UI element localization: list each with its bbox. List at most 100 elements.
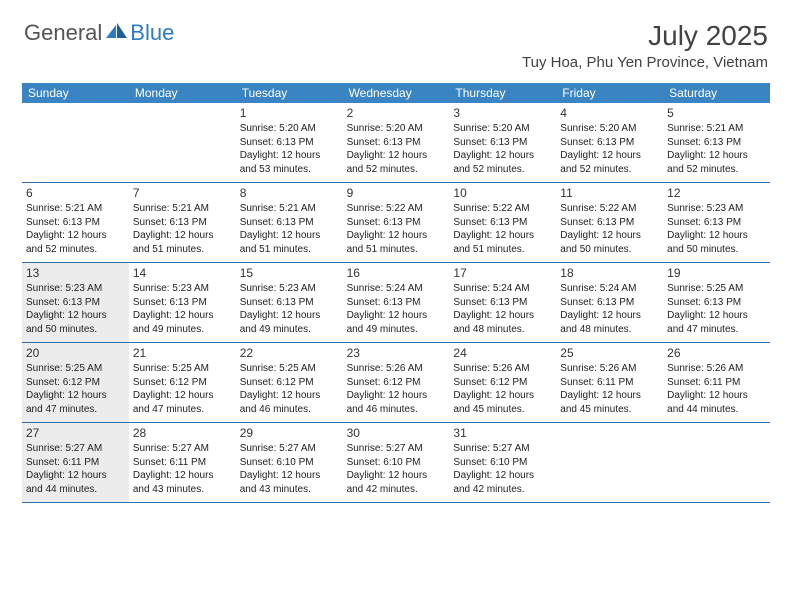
calendar-cell: 28Sunrise: 5:27 AMSunset: 6:11 PMDayligh… [129, 423, 236, 502]
day-number: 27 [26, 426, 125, 440]
cell-text-line: and 52 minutes. [347, 163, 446, 177]
day-number: 29 [240, 426, 339, 440]
cell-text-line: Daylight: 12 hours [26, 309, 125, 323]
cell-text-line: Sunrise: 5:20 AM [347, 122, 446, 136]
day-header: Friday [556, 83, 663, 103]
cell-text-line: and 48 minutes. [560, 323, 659, 337]
cell-text-line: Sunset: 6:12 PM [347, 376, 446, 390]
cell-text-line: Sunrise: 5:21 AM [667, 122, 766, 136]
cell-text-line: Sunrise: 5:21 AM [240, 202, 339, 216]
calendar-cell [663, 423, 770, 502]
day-number: 15 [240, 266, 339, 280]
day-number: 17 [453, 266, 552, 280]
cell-text-line: Sunrise: 5:26 AM [453, 362, 552, 376]
cell-text-line: Sunset: 6:10 PM [453, 456, 552, 470]
day-number: 5 [667, 106, 766, 120]
day-header: Thursday [449, 83, 556, 103]
cell-text-line: Daylight: 12 hours [560, 229, 659, 243]
cell-text-line: and 49 minutes. [133, 323, 232, 337]
cell-text-line: Daylight: 12 hours [560, 309, 659, 323]
cell-text-line: Daylight: 12 hours [240, 309, 339, 323]
calendar-cell: 4Sunrise: 5:20 AMSunset: 6:13 PMDaylight… [556, 103, 663, 182]
day-header: Saturday [663, 83, 770, 103]
day-number: 4 [560, 106, 659, 120]
cell-text-line: and 43 minutes. [240, 483, 339, 497]
cell-text-line: Sunrise: 5:25 AM [26, 362, 125, 376]
cell-text-line: and 46 minutes. [240, 403, 339, 417]
cell-text-line: Daylight: 12 hours [453, 309, 552, 323]
week-row: 1Sunrise: 5:20 AMSunset: 6:13 PMDaylight… [22, 103, 770, 183]
cell-text-line: Daylight: 12 hours [347, 469, 446, 483]
cell-text-line: Daylight: 12 hours [560, 149, 659, 163]
cell-text-line: and 42 minutes. [347, 483, 446, 497]
cell-text-line: and 50 minutes. [560, 243, 659, 257]
cell-text-line: and 44 minutes. [26, 483, 125, 497]
cell-text-line: Daylight: 12 hours [133, 389, 232, 403]
calendar-cell: 23Sunrise: 5:26 AMSunset: 6:12 PMDayligh… [343, 343, 450, 422]
calendar-cell: 16Sunrise: 5:24 AMSunset: 6:13 PMDayligh… [343, 263, 450, 342]
cell-text-line: Sunrise: 5:25 AM [133, 362, 232, 376]
cell-text-line: Sunset: 6:10 PM [347, 456, 446, 470]
cell-text-line: Sunset: 6:13 PM [133, 216, 232, 230]
cell-text-line: and 50 minutes. [26, 323, 125, 337]
cell-text-line: Sunset: 6:13 PM [560, 216, 659, 230]
cell-text-line: and 47 minutes. [26, 403, 125, 417]
cell-text-line: Sunset: 6:13 PM [26, 296, 125, 310]
cell-text-line: Sunset: 6:13 PM [240, 296, 339, 310]
day-number: 16 [347, 266, 446, 280]
cell-text-line: Sunrise: 5:20 AM [453, 122, 552, 136]
cell-text-line: and 51 minutes. [240, 243, 339, 257]
day-header: Monday [129, 83, 236, 103]
cell-text-line: Sunset: 6:13 PM [453, 216, 552, 230]
calendar-cell: 24Sunrise: 5:26 AMSunset: 6:12 PMDayligh… [449, 343, 556, 422]
cell-text-line: and 47 minutes. [133, 403, 232, 417]
cell-text-line: Daylight: 12 hours [240, 389, 339, 403]
cell-text-line: and 52 minutes. [453, 163, 552, 177]
cell-text-line: Sunset: 6:11 PM [26, 456, 125, 470]
cell-text-line: Sunrise: 5:24 AM [453, 282, 552, 296]
calendar-cell [129, 103, 236, 182]
day-number: 2 [347, 106, 446, 120]
cell-text-line: and 51 minutes. [453, 243, 552, 257]
cell-text-line: Sunrise: 5:21 AM [26, 202, 125, 216]
calendar-cell: 5Sunrise: 5:21 AMSunset: 6:13 PMDaylight… [663, 103, 770, 182]
cell-text-line: Sunrise: 5:25 AM [240, 362, 339, 376]
day-number: 19 [667, 266, 766, 280]
calendar-cell: 8Sunrise: 5:21 AMSunset: 6:13 PMDaylight… [236, 183, 343, 262]
cell-text-line: and 48 minutes. [453, 323, 552, 337]
cell-text-line: Sunrise: 5:23 AM [26, 282, 125, 296]
cell-text-line: Sunset: 6:13 PM [560, 296, 659, 310]
cell-text-line: Sunset: 6:13 PM [347, 216, 446, 230]
day-number: 26 [667, 346, 766, 360]
calendar-cell: 3Sunrise: 5:20 AMSunset: 6:13 PMDaylight… [449, 103, 556, 182]
cell-text-line: Sunrise: 5:23 AM [240, 282, 339, 296]
cell-text-line: Sunset: 6:13 PM [347, 136, 446, 150]
cell-text-line: Sunset: 6:13 PM [667, 136, 766, 150]
cell-text-line: and 52 minutes. [667, 163, 766, 177]
cell-text-line: Sunset: 6:13 PM [667, 216, 766, 230]
cell-text-line: and 50 minutes. [667, 243, 766, 257]
cell-text-line: Sunrise: 5:27 AM [453, 442, 552, 456]
cell-text-line: Sunrise: 5:26 AM [560, 362, 659, 376]
cell-text-line: Sunset: 6:13 PM [240, 216, 339, 230]
calendar-cell: 29Sunrise: 5:27 AMSunset: 6:10 PMDayligh… [236, 423, 343, 502]
cell-text-line: Daylight: 12 hours [347, 389, 446, 403]
cell-text-line: Sunset: 6:13 PM [667, 296, 766, 310]
calendar-cell: 12Sunrise: 5:23 AMSunset: 6:13 PMDayligh… [663, 183, 770, 262]
cell-text-line: Sunrise: 5:22 AM [560, 202, 659, 216]
cell-text-line: Sunrise: 5:20 AM [560, 122, 659, 136]
day-number: 23 [347, 346, 446, 360]
cell-text-line: and 47 minutes. [667, 323, 766, 337]
cell-text-line: Daylight: 12 hours [453, 389, 552, 403]
cell-text-line: Sunrise: 5:27 AM [240, 442, 339, 456]
logo-sail-icon [106, 23, 128, 44]
cell-text-line: Sunset: 6:11 PM [560, 376, 659, 390]
cell-text-line: Sunset: 6:13 PM [133, 296, 232, 310]
cell-text-line: Sunset: 6:12 PM [453, 376, 552, 390]
day-number: 13 [26, 266, 125, 280]
calendar-cell [22, 103, 129, 182]
day-number: 6 [26, 186, 125, 200]
cell-text-line: Daylight: 12 hours [667, 309, 766, 323]
cell-text-line: Daylight: 12 hours [453, 149, 552, 163]
cell-text-line: Daylight: 12 hours [453, 469, 552, 483]
